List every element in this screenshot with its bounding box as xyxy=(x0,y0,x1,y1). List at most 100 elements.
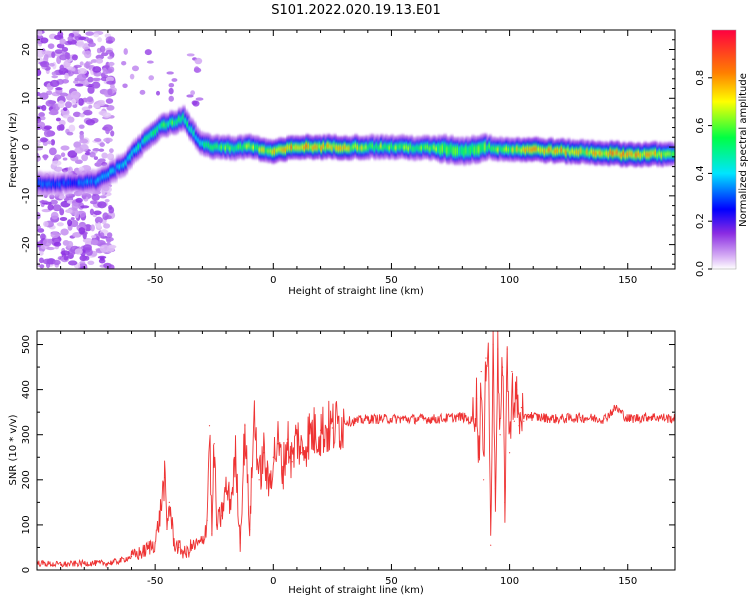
snr-data-point xyxy=(579,416,582,419)
snr-data-point xyxy=(220,515,222,517)
snr-data-point xyxy=(367,418,369,420)
spectrogram-noise-cell xyxy=(42,258,53,265)
spectrogram-noise-cell xyxy=(79,61,84,66)
spectrogram-noise-cell xyxy=(52,204,62,212)
snr-data-point xyxy=(291,461,293,463)
spectrogram-noise-cell xyxy=(60,145,70,151)
snr-data-point xyxy=(277,443,279,445)
spectrogram-marks xyxy=(37,30,675,269)
spectrogram-noise-cell xyxy=(57,31,64,39)
snr-data-point xyxy=(244,425,246,427)
snr-data-point xyxy=(603,418,605,420)
spectrogram-noise-cell xyxy=(61,46,69,52)
spectrogram-noise-cell xyxy=(144,49,152,56)
spectrogram-noise-cell xyxy=(50,199,58,205)
spectrogram-noise-cell xyxy=(50,211,59,220)
spectrogram-noise-cell xyxy=(53,154,62,160)
spectrogram-noise-cell xyxy=(90,239,99,245)
snr-data-point xyxy=(511,370,513,373)
y-tick-label: 400 xyxy=(21,380,32,399)
spectrogram-noise-cell xyxy=(61,78,70,84)
x-tick-label: -50 xyxy=(147,275,163,286)
spectrogram-noise-cell xyxy=(63,60,71,68)
x-tick-label: 100 xyxy=(500,275,519,286)
snr-data-point xyxy=(523,420,525,422)
spectrogram-noise-cell xyxy=(85,119,96,126)
spectrogram-noise-cell xyxy=(106,237,112,244)
spectrogram-noise-cell xyxy=(43,129,53,138)
spectrogram-noise-cell xyxy=(190,90,196,96)
spectrogram-noise-cell xyxy=(80,266,86,269)
y-tick-label: 10 xyxy=(21,92,32,105)
snr-data-point xyxy=(504,501,506,503)
spectrogram-noise-cell xyxy=(81,154,89,162)
spectrogram-noise-cell xyxy=(79,113,85,118)
spectrogram-noise-cell xyxy=(155,90,161,96)
spectrogram-noise-cell xyxy=(71,201,79,210)
x-tick-label: 0 xyxy=(270,275,276,286)
spectrogram-y-axis-label: Frequency (Hz) xyxy=(8,112,19,188)
x-tick-label: 150 xyxy=(618,576,637,587)
snr-data-point xyxy=(438,418,440,420)
snr-x-axis-label: Height of straight line (km) xyxy=(288,585,424,596)
spectrogram-noise-cell xyxy=(56,222,64,227)
spectrogram-noise-cell xyxy=(91,81,101,89)
snr-data-point xyxy=(189,546,192,549)
snr-data-point xyxy=(508,452,511,454)
x-tick-label: 50 xyxy=(385,576,398,587)
spectrogram-noise-cell xyxy=(59,38,66,45)
spectrogram-noise-cell xyxy=(54,49,63,54)
snr-data-point xyxy=(475,398,478,400)
snr-data-point xyxy=(211,533,213,535)
spectrogram-noise-cell xyxy=(91,193,100,201)
spectrogram-noise-cell xyxy=(37,30,43,37)
spectrogram-noise-cell xyxy=(65,101,72,109)
spectrogram-noise-cell xyxy=(37,225,42,229)
snr-data-point xyxy=(107,562,109,564)
spectrogram-noise-cell xyxy=(101,152,108,159)
x-tick-label: 150 xyxy=(618,275,637,286)
spectrogram-noise-cell xyxy=(89,208,95,216)
spectrogram-noise-cell xyxy=(103,137,113,143)
spectrogram-noise-cell xyxy=(79,138,89,144)
snr-data-point xyxy=(282,470,284,472)
spectrogram-noise-cell xyxy=(67,150,78,158)
spectrogram-noise-cell xyxy=(60,250,70,256)
spectrogram-noise-cell xyxy=(43,220,49,227)
spectrogram-noise-cell xyxy=(59,124,65,131)
spectrogram-noise-cell xyxy=(51,71,57,76)
spectrogram-noise-cell xyxy=(99,195,107,199)
spectrogram-noise-cell xyxy=(102,70,109,75)
spectrogram-noise-cell xyxy=(168,82,175,88)
spectrogram-noise-cell xyxy=(108,61,115,66)
snr-data-point xyxy=(201,542,204,544)
spectrogram-noise-cell xyxy=(99,257,105,261)
spectrogram-noise-cell xyxy=(195,97,204,101)
snr-data-point xyxy=(178,546,180,549)
spectrogram-noise-cell xyxy=(67,36,74,42)
snr-data-point xyxy=(343,420,345,422)
snr-data-point xyxy=(414,418,416,420)
snr-axes: -50 0 50 100 150 0 100 200 300 400 500 xyxy=(21,331,676,587)
spectrogram-noise-cell xyxy=(93,33,100,38)
spectrogram-noise-cell xyxy=(87,76,94,83)
spectrogram-axes: -50 0 50 100 150 -20 -10 0 10 20 xyxy=(21,29,676,286)
spectrogram-noise-cell xyxy=(105,76,115,82)
spectrogram-noise-cell xyxy=(59,208,65,216)
colorbar: 0.0 0.2 0.4 0.6 0.8 Normalized spectral ampl… xyxy=(695,29,749,277)
spectrogram-noise-cell xyxy=(97,37,103,43)
spectrogram-noise-cell xyxy=(79,144,89,152)
spectrogram-noise-cell xyxy=(95,57,104,64)
spectrogram-noise-cell xyxy=(105,40,114,44)
spectrogram-noise-cell xyxy=(99,45,106,53)
spectrogram-noise-cell xyxy=(186,53,195,57)
spectrogram-noise-cell xyxy=(61,168,68,173)
spectrogram-noise-cell xyxy=(38,112,45,118)
spectrogram-noise-cell xyxy=(37,116,42,124)
spectrogram-noise-cell xyxy=(70,217,75,221)
colorbar-tick-label: 0.8 xyxy=(695,70,706,86)
snr-data-point xyxy=(478,456,480,458)
spectrogram-noise-cell xyxy=(122,83,128,89)
spectrogram-noise-cell xyxy=(93,210,102,216)
